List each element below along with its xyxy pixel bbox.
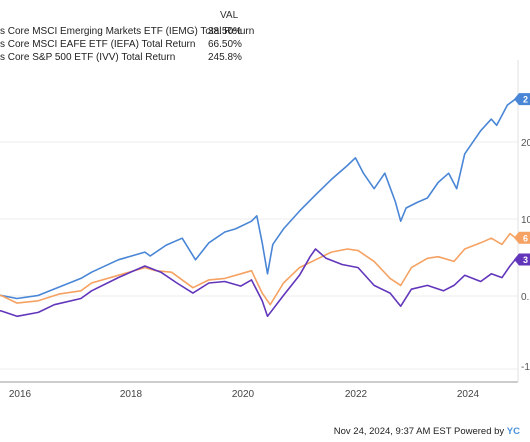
legend-label-ivv: s Core S&P 500 ETF (IVV) Total Return	[0, 52, 175, 63]
end-marker-label: 2	[523, 95, 528, 105]
footer-brand-logo: YC	[506, 426, 520, 437]
end-marker-shape	[514, 93, 530, 106]
end-marker-label: 3	[523, 255, 528, 265]
series-line-ivv	[0, 98, 516, 300]
footer-timestamp: Nov 24, 2024, 9:37 AM EST	[333, 426, 452, 437]
y-axis-ticks: 20 10 0. -1	[521, 138, 530, 373]
y-tick-label: -1	[521, 362, 530, 373]
series-end-marker-ivv: 2	[514, 93, 530, 106]
legend: VAL s Core MSCI Emerging Markets ETF (IE…	[0, 10, 254, 63]
end-markers: 2 6 3	[514, 93, 530, 266]
series-line-iefa	[0, 232, 516, 306]
legend-value-header: VAL	[220, 10, 239, 21]
x-axis-ticks: 2016 2018 2020 2022 2024	[9, 389, 480, 400]
legend-value-ivv: 245.8%	[208, 52, 242, 63]
x-tick-label: 2022	[345, 389, 368, 400]
chart-footer: Nov 24, 2024, 9:37 AM EST Powered by YC	[0, 426, 520, 437]
gridlines	[0, 141, 518, 370]
legend-label-iemg: s Core MSCI Emerging Markets ETF (IEMG) …	[0, 26, 254, 37]
x-tick-label: 2016	[9, 389, 32, 400]
x-tick-label: 2024	[457, 389, 480, 400]
legend-value-iefa: 66.50%	[208, 39, 242, 50]
legend-label-iefa: s Core MSCI EAFE ETF (IEFA) Total Return	[0, 39, 195, 50]
series-end-marker-iefa: 6	[514, 231, 530, 244]
series-end-marker-iemg: 3	[514, 253, 530, 266]
series-lines	[0, 98, 516, 318]
x-tick-label: 2018	[120, 389, 143, 400]
end-marker-label: 6	[523, 233, 528, 243]
footer-powered-by: Powered by	[453, 426, 505, 437]
legend-value-iemg: 38.50%	[208, 26, 242, 37]
end-marker-shape	[514, 253, 530, 266]
series-line-iemg	[0, 248, 516, 318]
y-tick-label: 10	[521, 215, 530, 226]
y-tick-label: 20	[521, 138, 530, 149]
x-tick-label: 2020	[232, 389, 255, 400]
y-tick-label: 0.	[521, 292, 529, 303]
end-marker-shape	[514, 231, 530, 244]
